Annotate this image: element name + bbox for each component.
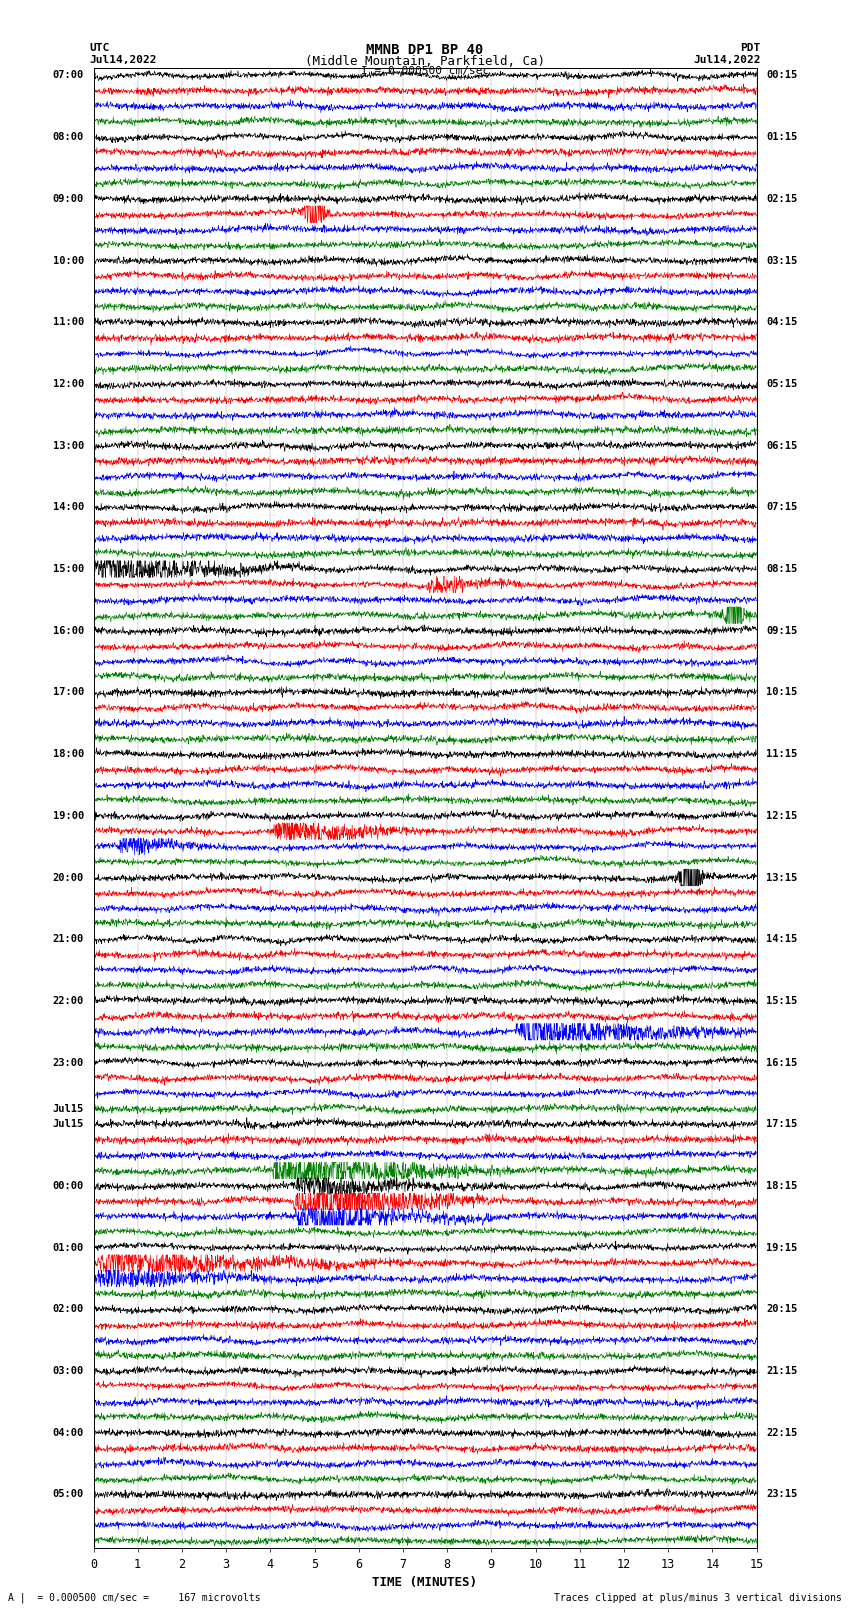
Text: 23:15: 23:15 (766, 1489, 797, 1500)
Text: 18:15: 18:15 (766, 1181, 797, 1190)
Text: Jul15: Jul15 (53, 1119, 84, 1129)
Text: 19:00: 19:00 (53, 811, 84, 821)
Text: 15:00: 15:00 (53, 565, 84, 574)
Text: 22:00: 22:00 (53, 995, 84, 1007)
Text: 23:00: 23:00 (53, 1058, 84, 1068)
Text: 17:00: 17:00 (53, 687, 84, 697)
Text: 03:15: 03:15 (766, 255, 797, 266)
Text: 04:15: 04:15 (766, 318, 797, 327)
Text: 05:00: 05:00 (53, 1489, 84, 1500)
Text: 11:15: 11:15 (766, 748, 797, 760)
Text: (Middle Mountain, Parkfield, Ca): (Middle Mountain, Parkfield, Ca) (305, 55, 545, 68)
Text: 03:00: 03:00 (53, 1366, 84, 1376)
Text: 19:15: 19:15 (766, 1242, 797, 1253)
Text: 17:15: 17:15 (766, 1119, 797, 1129)
Text: 18:00: 18:00 (53, 748, 84, 760)
Text: A |  = 0.000500 cm/sec =     167 microvolts: A | = 0.000500 cm/sec = 167 microvolts (8, 1592, 261, 1603)
Text: 00:15: 00:15 (766, 71, 797, 81)
Text: 07:00: 07:00 (53, 71, 84, 81)
Text: Jul14,2022: Jul14,2022 (694, 55, 761, 65)
Text: MMNB DP1 BP 40: MMNB DP1 BP 40 (366, 44, 484, 56)
Text: 02:00: 02:00 (53, 1305, 84, 1315)
Text: I = 0.000500 cm/sec: I = 0.000500 cm/sec (361, 66, 489, 76)
Text: 13:15: 13:15 (766, 873, 797, 882)
X-axis label: TIME (MINUTES): TIME (MINUTES) (372, 1576, 478, 1589)
Text: 13:00: 13:00 (53, 440, 84, 450)
Text: 08:15: 08:15 (766, 565, 797, 574)
Text: 15:15: 15:15 (766, 995, 797, 1007)
Text: 12:15: 12:15 (766, 811, 797, 821)
Text: 01:00: 01:00 (53, 1242, 84, 1253)
Text: 21:00: 21:00 (53, 934, 84, 944)
Text: Jul14,2022: Jul14,2022 (89, 55, 156, 65)
Text: 06:15: 06:15 (766, 440, 797, 450)
Text: 16:15: 16:15 (766, 1058, 797, 1068)
Text: Jul15: Jul15 (53, 1103, 84, 1115)
Text: Traces clipped at plus/minus 3 vertical divisions: Traces clipped at plus/minus 3 vertical … (553, 1594, 842, 1603)
Text: 09:15: 09:15 (766, 626, 797, 636)
Text: 01:15: 01:15 (766, 132, 797, 142)
Text: 08:00: 08:00 (53, 132, 84, 142)
Text: 02:15: 02:15 (766, 194, 797, 203)
Text: 20:15: 20:15 (766, 1305, 797, 1315)
Text: UTC: UTC (89, 44, 110, 53)
Text: 07:15: 07:15 (766, 502, 797, 513)
Text: 00:00: 00:00 (53, 1181, 84, 1190)
Text: 14:00: 14:00 (53, 502, 84, 513)
Text: 21:15: 21:15 (766, 1366, 797, 1376)
Text: 11:00: 11:00 (53, 318, 84, 327)
Text: 10:15: 10:15 (766, 687, 797, 697)
Text: 10:00: 10:00 (53, 255, 84, 266)
Text: 14:15: 14:15 (766, 934, 797, 944)
Text: 22:15: 22:15 (766, 1428, 797, 1437)
Text: 16:00: 16:00 (53, 626, 84, 636)
Text: 09:00: 09:00 (53, 194, 84, 203)
Text: PDT: PDT (740, 44, 761, 53)
Text: 05:15: 05:15 (766, 379, 797, 389)
Text: 20:00: 20:00 (53, 873, 84, 882)
Text: 04:00: 04:00 (53, 1428, 84, 1437)
Text: 12:00: 12:00 (53, 379, 84, 389)
